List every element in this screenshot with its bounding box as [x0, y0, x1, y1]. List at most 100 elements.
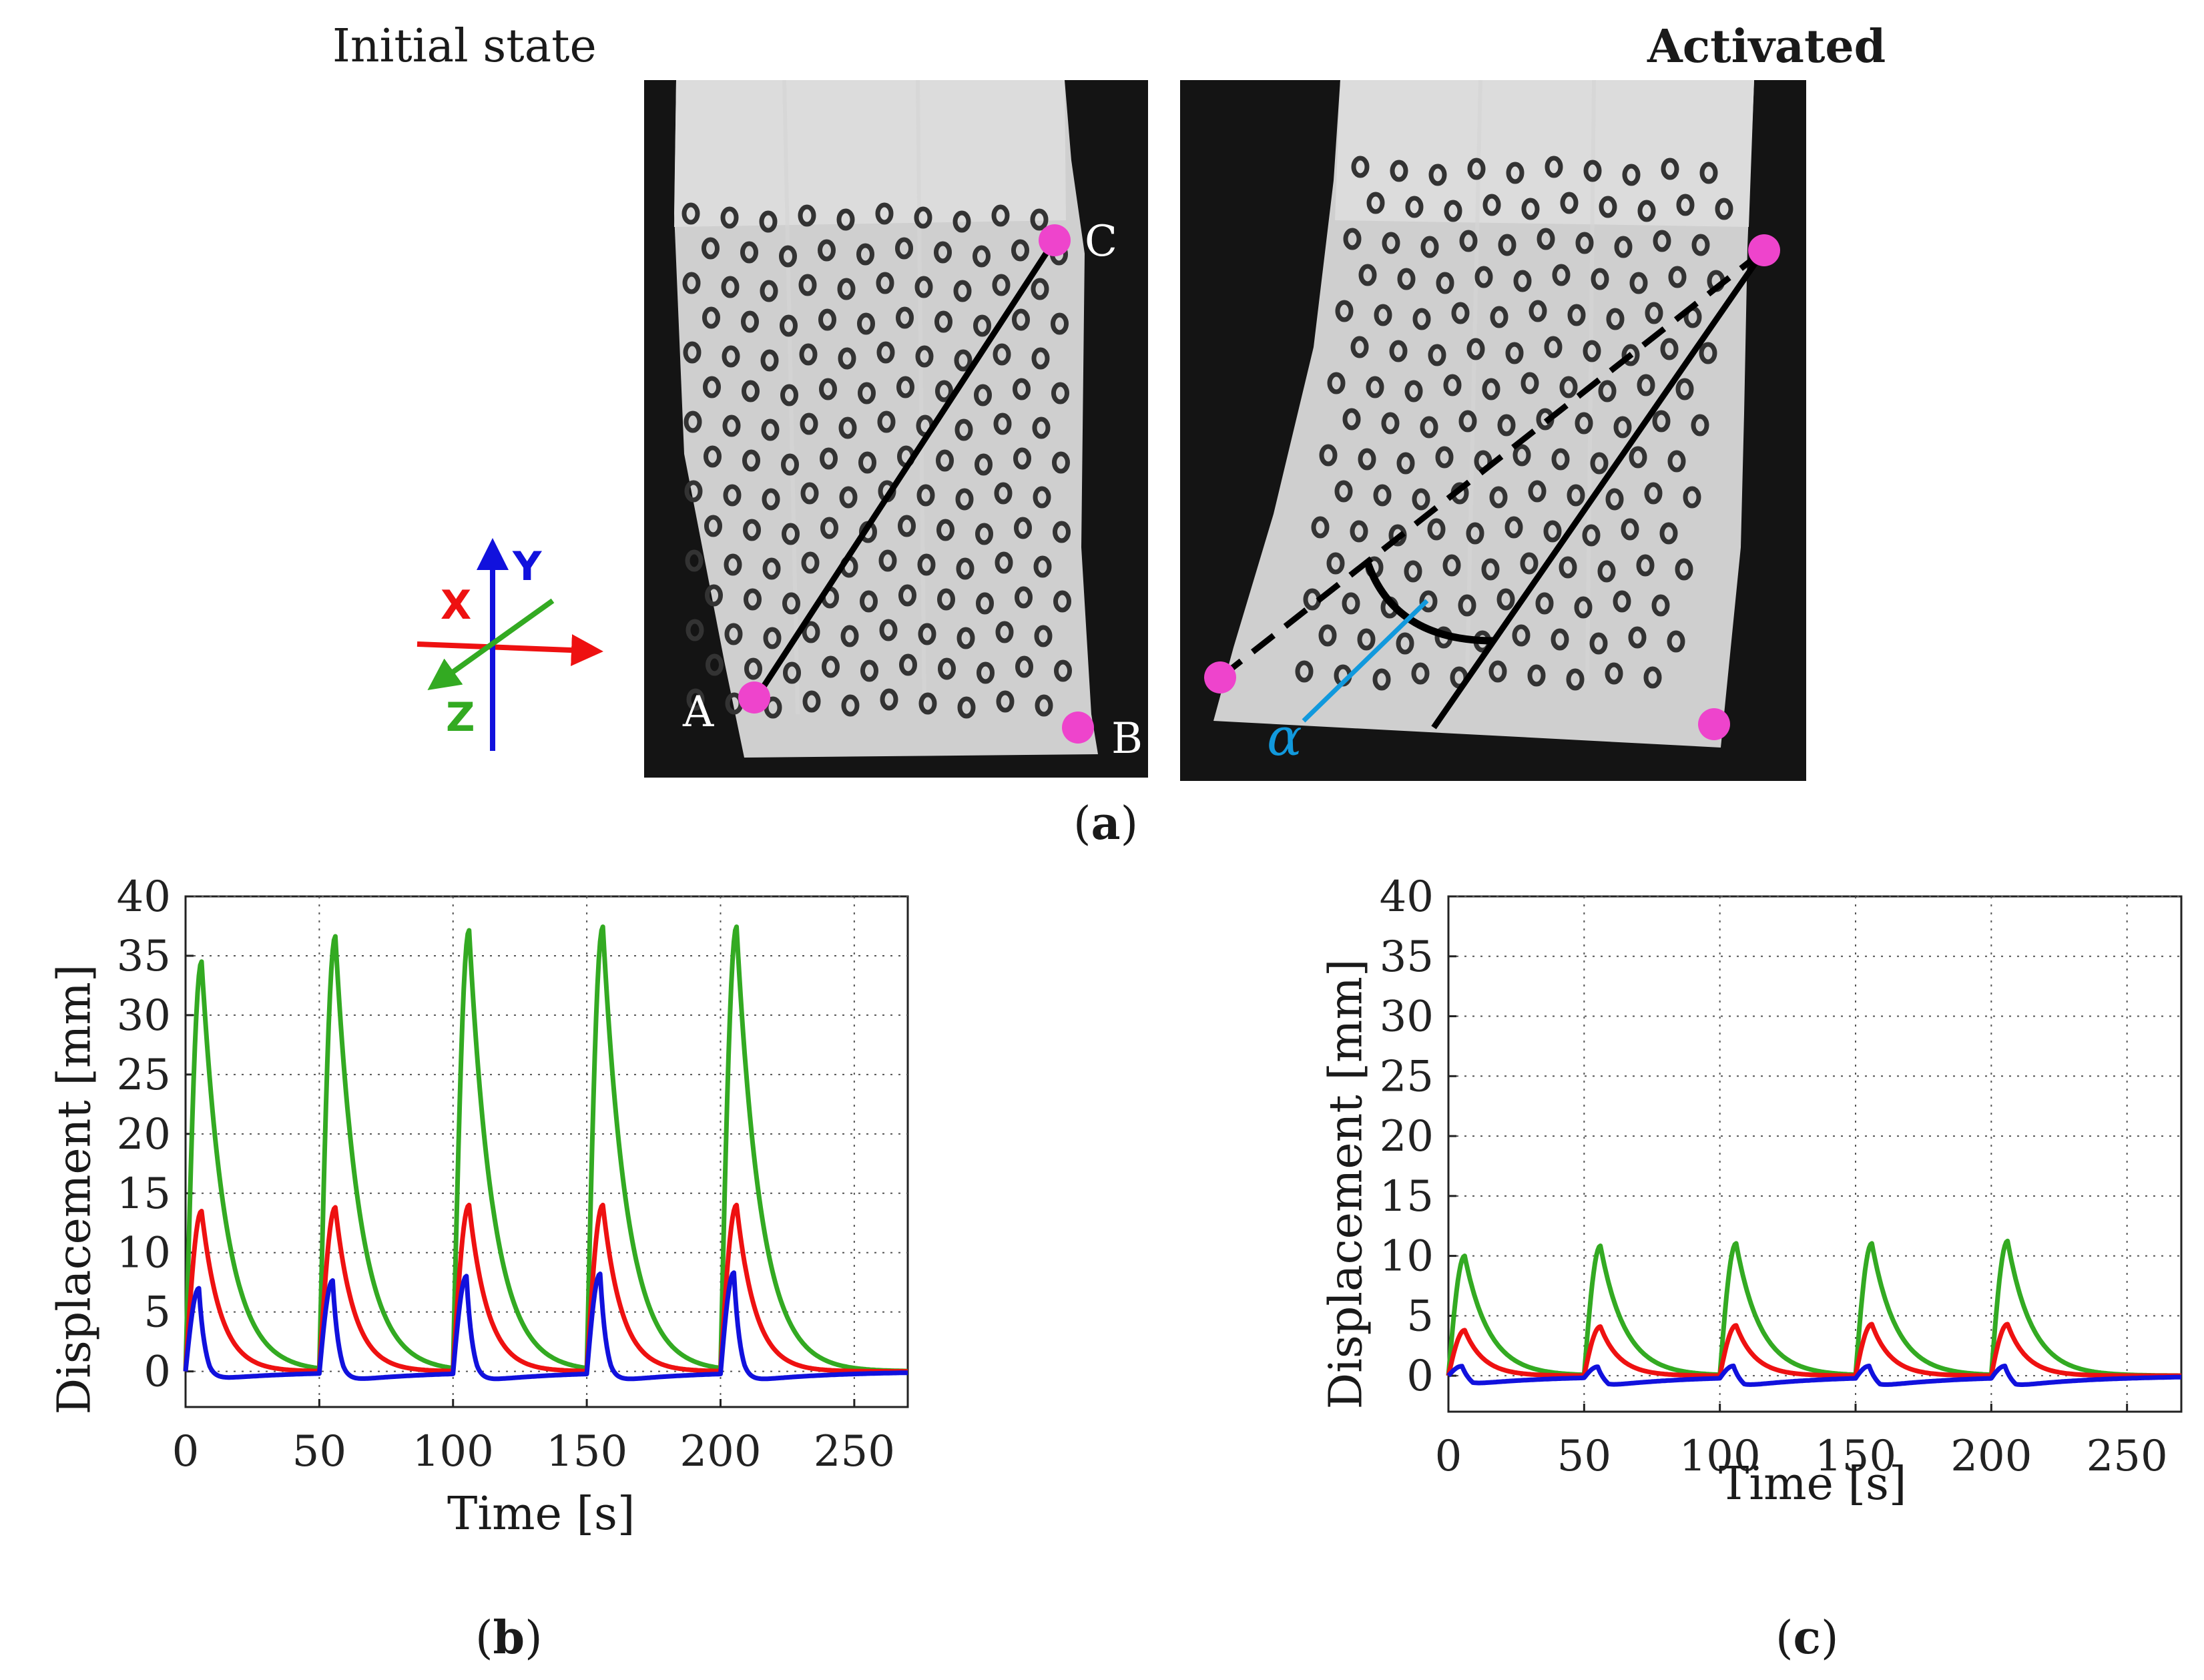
speckle-dot	[1051, 312, 1069, 335]
speckle-dot	[1420, 416, 1438, 439]
speckle-dot	[1390, 160, 1408, 182]
speckle-dot	[857, 312, 875, 335]
speckle-dot	[1566, 668, 1585, 691]
speckle-dot	[782, 523, 800, 545]
speckle-dot	[1481, 558, 1500, 581]
y-tick-label: 25	[1380, 1052, 1434, 1101]
speckle-dot	[1676, 194, 1695, 216]
speckle-dot	[915, 345, 934, 368]
speckle-dot	[683, 341, 702, 364]
speckle-dot	[936, 449, 954, 472]
speckle-dot	[742, 380, 760, 402]
speckle-pattern	[681, 202, 1072, 719]
x-tick-label: 200	[1950, 1432, 2032, 1481]
alpha-pointer	[1302, 599, 1429, 723]
speckle-dot	[895, 237, 913, 260]
speckle-dot	[1411, 662, 1430, 685]
speckle-dot	[1498, 234, 1517, 256]
speckle-dot	[860, 590, 878, 613]
speckle-dot	[1412, 308, 1431, 330]
series-line-y	[1446, 1363, 2183, 1387]
z-axis-arrow	[427, 598, 555, 690]
speckle-dot	[1497, 414, 1516, 437]
speckle-dot	[1537, 228, 1555, 250]
speckle-dot	[1660, 338, 1679, 360]
speckle-dot	[1404, 380, 1423, 402]
speckle-dot	[1605, 488, 1624, 511]
speckle-dot	[1396, 452, 1415, 475]
speckle-dot	[1605, 662, 1623, 685]
speckle-dot	[956, 557, 975, 580]
speckle-dot	[762, 488, 780, 511]
speckle-dot	[723, 484, 742, 507]
speckle-dot	[1459, 230, 1478, 252]
speckle-dot	[995, 621, 1014, 643]
speckle-dot	[1637, 374, 1655, 396]
speckle-dot	[1621, 518, 1639, 541]
speckle-dot	[836, 208, 855, 231]
speckle-dot	[1606, 308, 1625, 330]
speckle-dot	[762, 557, 781, 580]
speckle-dot	[720, 206, 739, 229]
speckle-dot	[1505, 342, 1524, 364]
speckle-dot	[1357, 628, 1376, 651]
speckle-dot	[802, 690, 821, 713]
speckle-dot	[917, 553, 936, 576]
speckle-dot	[685, 619, 704, 641]
speckle-dot	[918, 692, 937, 715]
marker-a	[738, 681, 770, 714]
speckle-dot	[1412, 488, 1430, 511]
speckle-dot	[1474, 266, 1493, 288]
speckle-dot	[973, 314, 991, 337]
x-axis-label: X	[441, 582, 472, 629]
speckle-dot	[722, 414, 741, 437]
speckle-dot	[1574, 596, 1593, 619]
speckle-dot	[1031, 278, 1049, 300]
speckle-dot	[724, 623, 743, 645]
speckle-dot	[1643, 666, 1662, 689]
speckle-dot	[875, 202, 894, 225]
speckle-dot	[800, 482, 819, 505]
y-tick-label: 30	[1380, 993, 1434, 1042]
speckle-dot	[704, 515, 722, 537]
speckle-dot	[744, 657, 762, 680]
speckle-dot	[1645, 302, 1663, 324]
speckle-dot	[818, 308, 836, 331]
speckle-dot	[1661, 158, 1679, 180]
speckle-dot	[858, 382, 876, 404]
speckle-dot	[1366, 192, 1385, 214]
speckle-dot	[744, 588, 762, 611]
y-tick-label: 40	[117, 872, 171, 922]
speckle-dot	[1667, 450, 1686, 473]
speckle-dot	[1372, 668, 1391, 691]
speckle-dot	[686, 688, 705, 711]
y-tick-label: 40	[1380, 872, 1434, 922]
speckle-dot	[936, 519, 954, 541]
caption-c-close: )	[1820, 1612, 1839, 1665]
speckle-dot	[1543, 520, 1562, 543]
x-tick-label: 0	[172, 1427, 200, 1476]
speckle-dot	[995, 551, 1013, 574]
speckle-dot	[1567, 484, 1585, 507]
speckle-dot	[1512, 624, 1531, 647]
x-tick-label: 100	[412, 1427, 494, 1476]
speckle-dot	[1583, 340, 1601, 362]
speckle-dot	[952, 210, 971, 233]
speckle-dot	[1675, 558, 1693, 581]
speckle-dot	[1482, 378, 1500, 400]
speckle-dot	[957, 696, 976, 719]
speckle-dot	[706, 653, 724, 676]
speckle-dot	[1051, 382, 1069, 404]
speckle-dot	[1552, 264, 1571, 286]
speckle-dot	[1575, 412, 1593, 435]
y-tick-label: 10	[117, 1229, 171, 1278]
speckle-dot	[1034, 625, 1053, 647]
speckle-dot	[1053, 521, 1071, 543]
speckle-dot	[763, 627, 782, 649]
speckle-dot	[1659, 522, 1678, 545]
speckle-dot	[800, 412, 818, 435]
x-tick-label: 50	[1557, 1432, 1611, 1481]
speckle-dot	[1466, 338, 1485, 360]
x-tick-label: 150	[1815, 1432, 1896, 1481]
speckle-dot	[1559, 556, 1577, 579]
